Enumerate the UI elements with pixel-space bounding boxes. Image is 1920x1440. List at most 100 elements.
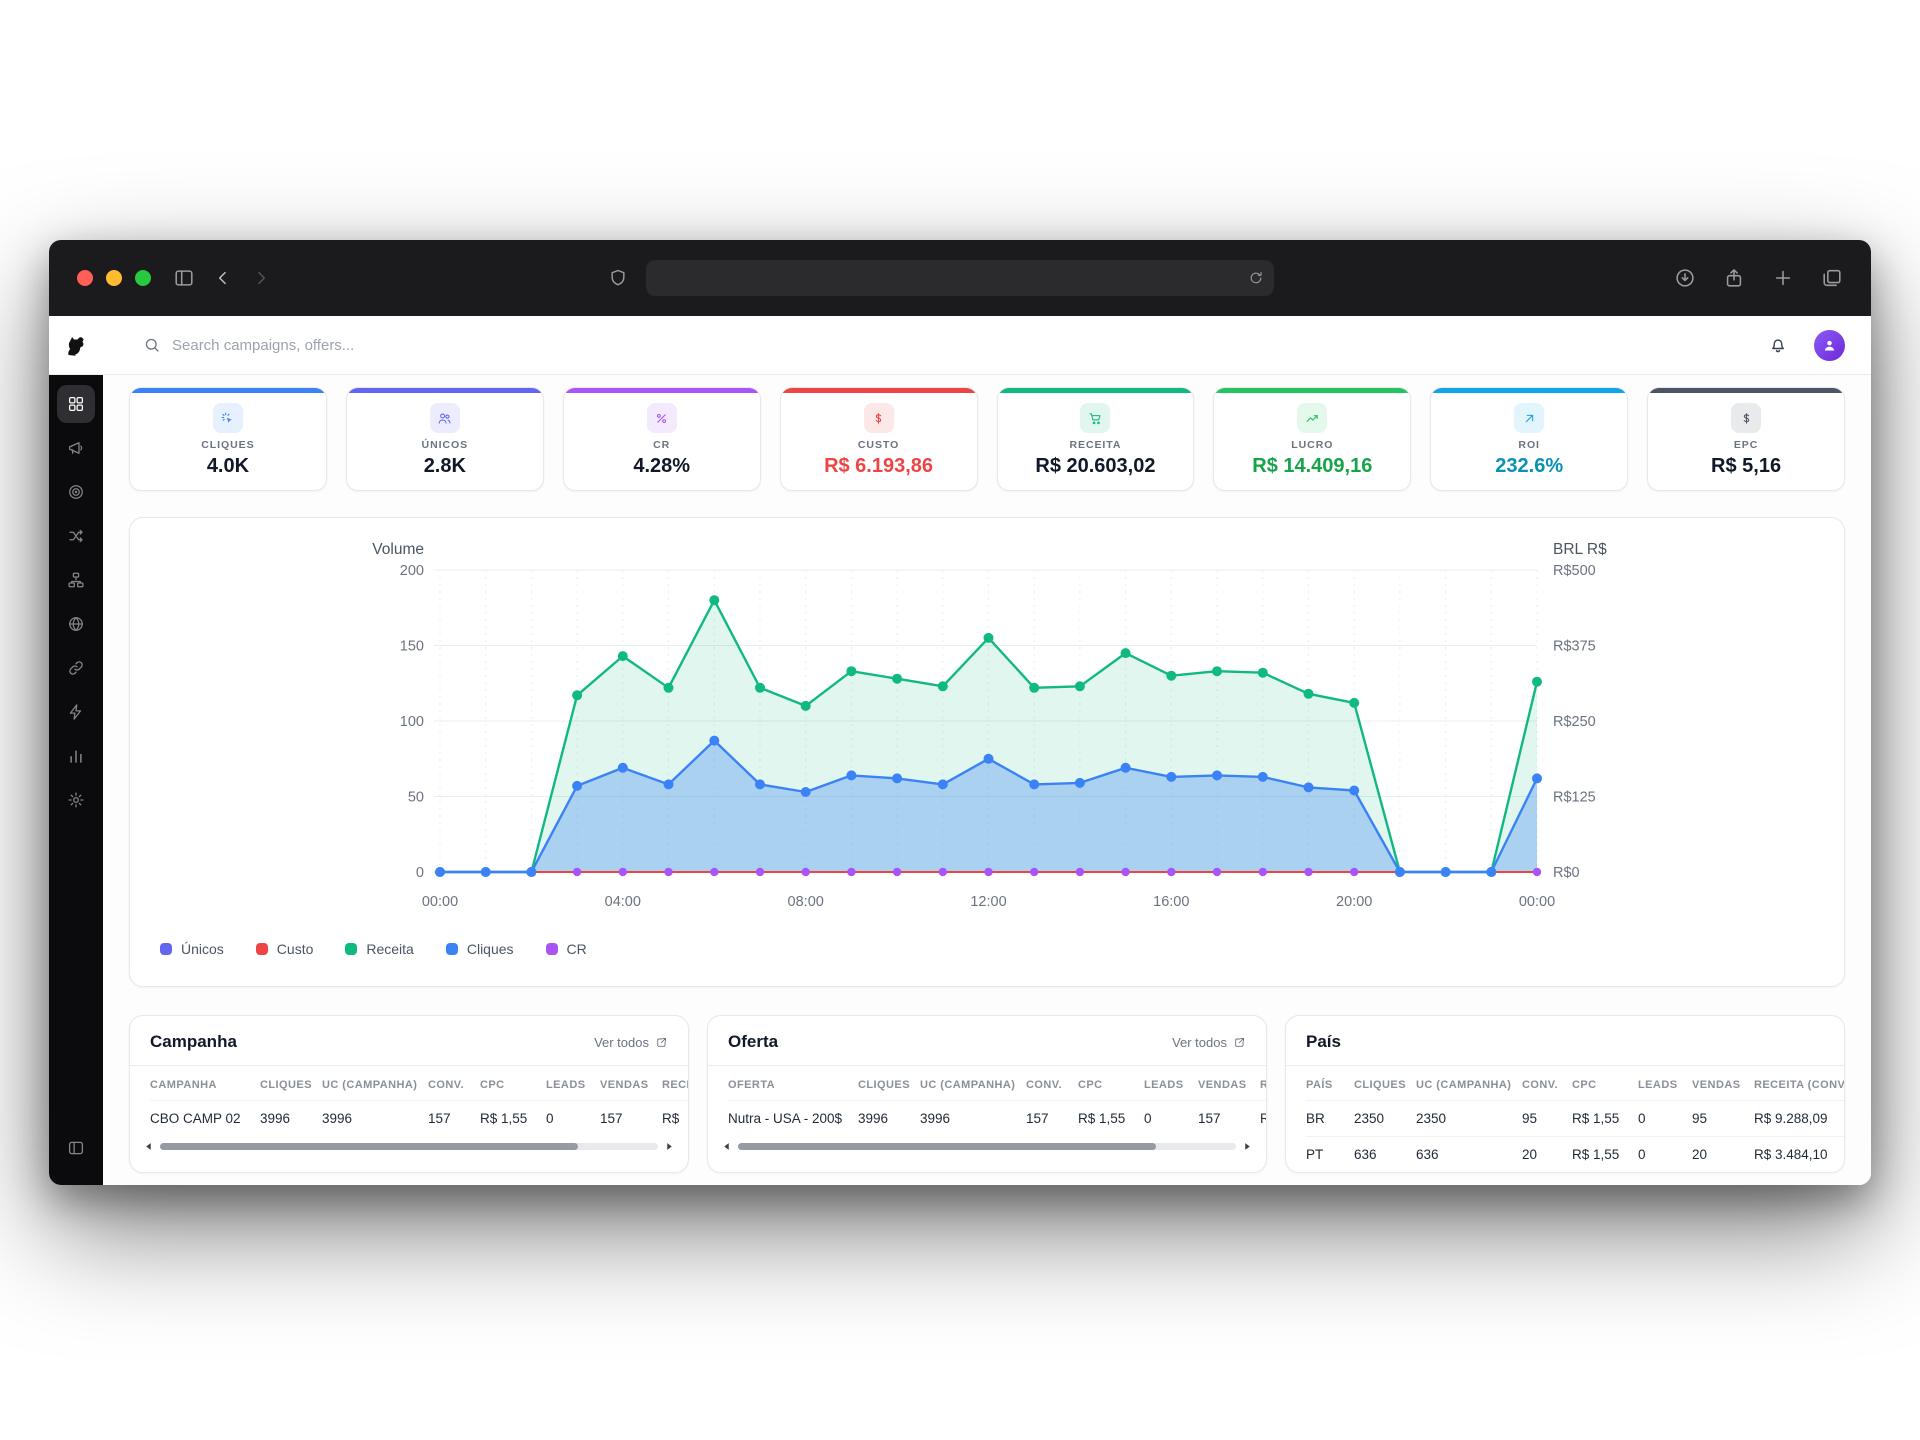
stat-label: LUCRO — [1291, 439, 1334, 451]
cell: 3996 — [322, 1100, 428, 1136]
scrollbar-track[interactable] — [738, 1143, 1236, 1150]
scrollbar-track[interactable] — [160, 1143, 658, 1150]
legend-item-cr[interactable]: CR — [545, 941, 587, 957]
column-header: VENDAS — [1692, 1079, 1741, 1091]
cell: R$ — [662, 1100, 688, 1136]
tab-overview-button[interactable] — [1821, 267, 1843, 289]
cell: 0 — [1144, 1100, 1198, 1136]
scrollbar-thumb[interactable] — [160, 1143, 579, 1150]
scroll-right-button[interactable] — [1243, 1142, 1252, 1151]
stat-label: ÚNICOS — [421, 439, 469, 451]
back-button[interactable] — [213, 268, 233, 288]
megaphone-icon — [67, 439, 85, 457]
sidebar-item-links[interactable] — [57, 649, 95, 687]
column-header: RECEITA — [1260, 1066, 1266, 1101]
chart-svg: 0 R$0 50 R$125 100 R$250 150 R$375 200 R$500 Volum… — [372, 541, 1607, 910]
performance-chart: 0 R$0 50 R$125 100 R$250 150 R$375 200 R$500 Volum… — [150, 534, 1824, 935]
grid-icon — [67, 395, 85, 413]
sidebar-item-dashboard[interactable] — [57, 385, 95, 423]
legend-item-receita[interactable]: Receita — [345, 941, 414, 957]
stat-chip — [646, 403, 677, 433]
legend-swatch — [545, 943, 558, 955]
sidebar-item-split-tests[interactable] — [57, 517, 95, 555]
column-header: CONV. — [428, 1079, 465, 1091]
column-header: CONV. — [1026, 1079, 1063, 1091]
stat-label: RECEITA — [1069, 439, 1122, 451]
column-header: UC (CAMPANHA) — [920, 1079, 1016, 1091]
horizontal-scrollbar[interactable] — [708, 1136, 1266, 1161]
accent-bar — [1431, 388, 1628, 393]
zoom-button[interactable] — [135, 270, 151, 286]
sidebar-item-reports[interactable] — [57, 737, 95, 775]
legend-item-cliques[interactable]: Cliques — [445, 941, 514, 957]
sidebar-collapse-button[interactable] — [57, 1129, 95, 1167]
ver-todos-label: Ver todos — [1172, 1034, 1227, 1050]
cell: 636 — [1354, 1136, 1416, 1172]
app-topbar — [49, 316, 1871, 375]
ver-todos-link[interactable]: Ver todos — [594, 1035, 668, 1050]
horizontal-scrollbar[interactable] — [130, 1136, 688, 1161]
table-scroll-area[interactable]: CAMPANHA CLIQUES UC (CAMPANHA) CONV. CPC LEAD… — [130, 1066, 688, 1136]
avatar[interactable] — [1814, 329, 1845, 361]
url-bar[interactable] — [646, 260, 1274, 296]
scrollbar-thumb[interactable] — [738, 1143, 1157, 1150]
sidebar-item-settings[interactable] — [57, 781, 95, 819]
stat-chip — [212, 403, 243, 433]
stat-chip — [1080, 403, 1111, 433]
column-header: CAMPANHA — [150, 1079, 217, 1091]
column-header: CONV. — [1522, 1079, 1559, 1091]
sidebar-item-offers[interactable] — [57, 473, 95, 511]
reload-icon[interactable] — [1248, 270, 1264, 286]
legend-item-únicos[interactable]: Únicos — [160, 941, 224, 957]
stat-value: 4.28% — [633, 455, 691, 477]
legend-swatch — [255, 943, 268, 955]
sidebar-item-domains[interactable] — [57, 605, 95, 643]
downloads-button[interactable] — [1674, 267, 1696, 289]
accent-bar — [997, 388, 1194, 393]
table-scroll-area[interactable]: OFERTA CLIQUES UC (CAMPANHA) CONV. CPC LEADS V… — [708, 1066, 1266, 1136]
cell: R$ 1,55 — [480, 1100, 546, 1136]
search-bar[interactable] — [143, 336, 602, 354]
sidebar-item-flows[interactable] — [57, 561, 95, 599]
search-icon — [143, 336, 161, 354]
svg-text:Volume: Volume — [372, 541, 424, 558]
bell-icon — [1768, 335, 1788, 355]
zap-icon — [67, 703, 85, 721]
legend-swatch — [160, 943, 172, 955]
stat-chip — [1731, 403, 1762, 433]
svg-text:200: 200 — [400, 563, 424, 579]
stat-value: R$ 6.193,86 — [824, 455, 934, 477]
data-table: PAÍS CLIQUES UC (CAMPANHA) CONV. CPC LEADS VEN… — [1306, 1066, 1844, 1172]
new-tab-button[interactable] — [1772, 267, 1794, 289]
globe-icon — [67, 615, 85, 633]
scroll-right-button[interactable] — [665, 1142, 674, 1151]
scroll-left-button[interactable] — [144, 1142, 153, 1151]
tabs-icon — [1821, 267, 1843, 289]
user-icon — [1822, 338, 1837, 353]
close-button[interactable] — [77, 270, 93, 286]
sidebar-item-automations[interactable] — [57, 693, 95, 731]
chart-legend: Únicos Custo Receita Cliques CR — [150, 935, 1824, 957]
search-input[interactable] — [172, 336, 602, 354]
app-logo[interactable] — [49, 331, 103, 359]
ver-todos-link[interactable]: Ver todos — [1172, 1035, 1246, 1050]
table-title: Campanha — [150, 1032, 237, 1051]
privacy-shield-button[interactable] — [608, 268, 628, 288]
scroll-left-button[interactable] — [722, 1142, 731, 1151]
svg-text:08:00: 08:00 — [788, 894, 824, 910]
svg-text:16:00: 16:00 — [1153, 894, 1189, 910]
forward-button[interactable] — [251, 268, 271, 288]
stat-value: 2.8K — [423, 455, 466, 477]
sidebar — [49, 375, 103, 1185]
table-scroll-area[interactable]: PAÍS CLIQUES UC (CAMPANHA) CONV. CPC LEADS VEN… — [1286, 1066, 1844, 1172]
column-header: CPC — [1078, 1079, 1103, 1091]
stat-card-cr: CR 4.28% — [562, 387, 761, 491]
browser-sidebar-toggle-button[interactable] — [173, 267, 195, 289]
share-button[interactable] — [1723, 267, 1745, 289]
column-header: UC (CAMPANHA) — [1416, 1079, 1512, 1091]
legend-item-custo[interactable]: Custo — [255, 941, 313, 957]
panel-left-icon — [67, 1139, 85, 1157]
notifications-button[interactable] — [1768, 335, 1788, 355]
sidebar-item-campaigns[interactable] — [57, 429, 95, 467]
minimize-button[interactable] — [106, 270, 122, 286]
